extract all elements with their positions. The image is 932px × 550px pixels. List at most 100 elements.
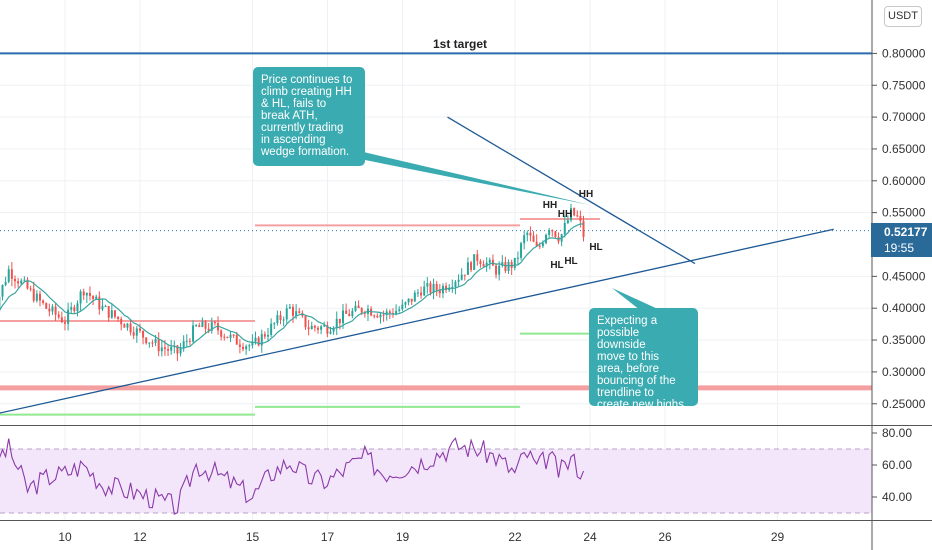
candle-body xyxy=(204,321,207,329)
candle-body xyxy=(563,222,566,235)
candle-body xyxy=(195,325,198,327)
candle-body xyxy=(1,284,4,297)
candle-body xyxy=(423,286,426,296)
candle-body xyxy=(420,292,423,296)
candle-body xyxy=(510,262,513,268)
candle-body xyxy=(516,257,519,259)
candle-body xyxy=(123,324,126,328)
candle-body xyxy=(495,265,498,275)
candle-body xyxy=(410,298,413,302)
candle-body xyxy=(263,334,266,337)
support-trendline xyxy=(0,228,834,414)
candle-body xyxy=(573,207,576,216)
candle-body xyxy=(579,216,582,221)
candle-body xyxy=(310,325,313,330)
candle-body xyxy=(379,314,382,318)
candle-body xyxy=(129,323,132,333)
candle-body xyxy=(160,347,163,352)
candle-body xyxy=(520,243,523,258)
candle-body xyxy=(117,316,120,319)
y-tick-label: 0.35000 xyxy=(882,333,926,347)
candle-body xyxy=(29,288,32,290)
candle-body xyxy=(551,230,554,232)
candle-body xyxy=(541,243,544,247)
candle-body xyxy=(426,283,429,287)
candle-body xyxy=(192,325,195,342)
candle-body xyxy=(326,325,329,334)
candle-body xyxy=(404,302,407,305)
candle-body xyxy=(17,281,20,284)
candle-body xyxy=(270,323,273,335)
candle-body xyxy=(45,303,48,309)
candle-body xyxy=(466,262,469,275)
rsi-line xyxy=(0,437,585,515)
candle-body xyxy=(163,347,166,350)
last-price-tag: 0.52177 19:55 xyxy=(871,223,932,257)
horizontal-levels xyxy=(0,52,872,416)
candle-body xyxy=(473,254,476,270)
candle-body xyxy=(398,309,401,311)
candle-body xyxy=(254,337,257,342)
candle-body xyxy=(445,285,448,291)
candle-body xyxy=(395,310,398,315)
x-tick-19: 19 xyxy=(396,530,410,544)
x-tick-24: 24 xyxy=(583,530,597,544)
candle-body xyxy=(201,321,204,327)
candle-body xyxy=(276,315,279,324)
candle-body xyxy=(407,298,410,303)
candle-body xyxy=(198,325,201,327)
candle-body xyxy=(135,328,138,336)
candle-body xyxy=(323,325,326,327)
candle-body xyxy=(232,334,235,336)
candle-body xyxy=(498,265,501,275)
candle-body xyxy=(20,280,23,284)
candle-body xyxy=(320,326,323,330)
candle-body xyxy=(182,341,185,348)
candle-body xyxy=(170,346,173,351)
x-tick-29: 29 xyxy=(771,530,785,544)
candle-body xyxy=(448,288,451,291)
candle-body xyxy=(488,259,491,263)
candle-body xyxy=(70,307,73,310)
rsi-band xyxy=(0,449,872,513)
candle-body xyxy=(226,336,229,338)
candle-body xyxy=(313,325,316,328)
candle-body xyxy=(60,317,63,323)
candle-body xyxy=(132,332,135,336)
swing-label-hh: HH xyxy=(579,189,593,200)
candle-body xyxy=(454,281,457,288)
swing-label-hl: HL xyxy=(550,260,563,271)
candle-body xyxy=(513,257,516,268)
candle-body xyxy=(207,328,210,331)
candle-body xyxy=(51,306,54,312)
candle-body xyxy=(273,323,276,325)
candle-body xyxy=(345,310,348,314)
candle-body xyxy=(341,310,344,324)
candle-body xyxy=(48,308,51,312)
candle-body xyxy=(373,315,376,317)
analysis-note: Price continues to climb creating HH & H… xyxy=(253,67,365,166)
candle-body xyxy=(545,234,548,244)
candle-body xyxy=(104,306,107,308)
candle-body xyxy=(213,322,216,324)
candle-body xyxy=(54,306,57,315)
candle-body xyxy=(279,315,282,320)
candle-body xyxy=(295,311,298,316)
candle-body xyxy=(482,264,485,267)
x-tick-12: 12 xyxy=(133,530,147,544)
candle-body xyxy=(529,232,532,236)
candle-body xyxy=(235,334,238,345)
rsi-tick-label: 60.00 xyxy=(882,458,912,472)
candle-body xyxy=(451,287,454,289)
candle-body xyxy=(185,340,188,342)
ma-line xyxy=(0,223,584,349)
candle-body xyxy=(485,262,488,267)
candle-body xyxy=(210,322,213,331)
candlestick-series xyxy=(0,203,585,361)
candle-body xyxy=(113,310,116,317)
currency-selector[interactable]: USDT xyxy=(884,6,922,27)
candle-body xyxy=(307,327,310,330)
candle-body xyxy=(223,336,226,338)
